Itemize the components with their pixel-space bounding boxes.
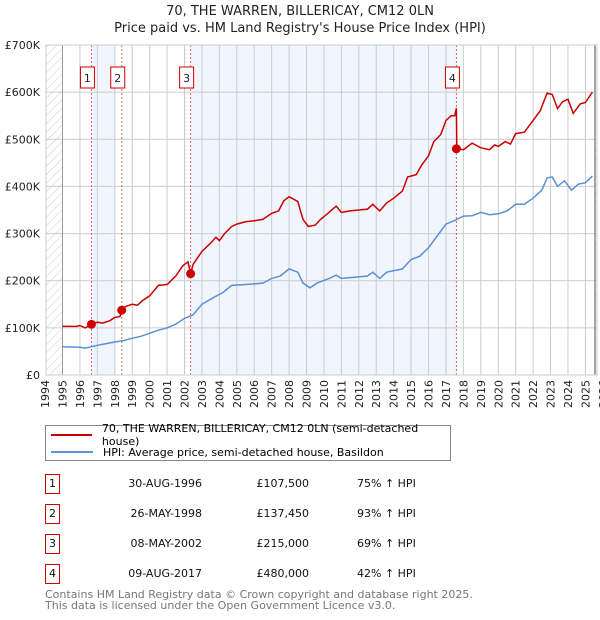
x-tick-label: 2026 — [597, 380, 600, 408]
sale-row: 3 08-MAY-2002 £215,000 69% ↑ HPI — [45, 534, 465, 554]
legend-swatch-hpi — [51, 451, 93, 453]
legend: 70, THE WARREN, BILLERICAY, CM12 0LN (se… — [45, 422, 451, 461]
sale-label-number: 2 — [114, 72, 121, 85]
sale-date: 08-MAY-2002 — [130, 537, 202, 550]
x-tick-label: 1999 — [126, 380, 139, 408]
sale-price: £107,500 — [256, 477, 310, 490]
footer-line-2: This data is licensed under the Open Gov… — [45, 599, 396, 612]
sale-date: 26-MAY-1998 — [130, 507, 202, 520]
x-tick-label: 2016 — [423, 380, 436, 408]
legend-item-property: 70, THE WARREN, BILLERICAY, CM12 0LN (se… — [46, 422, 450, 448]
sale-number: 1 — [45, 474, 60, 494]
x-tick-label: 2011 — [335, 380, 348, 408]
sale-label-number: 3 — [183, 72, 190, 85]
legend-item-hpi: HPI: Average price, semi-detached house,… — [46, 444, 384, 460]
sale-point — [451, 144, 461, 154]
y-tick-label: £300K — [5, 228, 41, 241]
property-price-line — [62, 91, 594, 329]
chart-title: 70, THE WARREN, BILLERICAY, CM12 0LN — [166, 4, 434, 19]
x-tick-label: 2018 — [457, 380, 470, 408]
sale-row: 1 30-AUG-1996 £107,500 75% ↑ HPI — [45, 474, 465, 494]
y-tick-label: £400K — [5, 180, 41, 193]
no-data-hatch-right — [594, 45, 597, 375]
sale-label-box — [110, 66, 126, 89]
price-chart: 1994 1995 1996 1997 1998 1999 2000 2001 2002 2003… — [5, 39, 600, 408]
plot-border — [45, 44, 598, 376]
series-group — [62, 91, 594, 349]
x-tick-label: 2006 — [248, 380, 261, 408]
legend-label-property: 70, THE WARREN, BILLERICAY, CM12 0LN (se… — [101, 422, 419, 448]
sale-date: 30-AUG-1996 — [128, 477, 202, 490]
sale-label-box — [444, 66, 460, 89]
hpi-line — [62, 175, 593, 349]
x-tick-label: 2004 — [213, 380, 226, 408]
sale-number: 2 — [45, 504, 60, 524]
sale-date: 09-AUG-2017 — [128, 567, 202, 580]
x-tick-label: 2013 — [370, 380, 383, 408]
x-tick-label: 2015 — [405, 380, 418, 408]
y-tick-label: £600K — [5, 86, 41, 99]
x-tick-label: 2003 — [196, 380, 209, 408]
footer-line-1: Contains HM Land Registry data © Crown c… — [45, 588, 473, 601]
no-data-hatch-left — [46, 45, 63, 375]
y-tick-label: £500K — [5, 133, 41, 146]
legend-label-hpi: HPI: Average price, semi-detached house,… — [103, 445, 384, 459]
x-tick-label: 1997 — [91, 380, 104, 408]
sale-hpi-change: 75% ↑ HPI — [357, 477, 416, 490]
sale-row: 4 09-AUG-2017 £480,000 42% ↑ HPI — [45, 564, 465, 584]
x-tick-label: 2002 — [179, 380, 192, 408]
x-tick-label: 2014 — [388, 380, 401, 408]
x-tick-label: 2024 — [562, 380, 575, 408]
legend-swatch-property — [51, 434, 92, 436]
x-tick-label: 2021 — [510, 380, 523, 408]
x-tick-label: 1994 — [39, 380, 52, 408]
sale-hpi-change: 93% ↑ HPI — [357, 507, 416, 520]
x-tick-label: 2020 — [492, 380, 505, 408]
y-tick-label: £700K — [5, 39, 41, 52]
chart-subtitle: Price paid vs. HM Land Registry's House … — [114, 21, 486, 36]
x-tick-label: 2010 — [318, 380, 331, 408]
x-tick-label: 2001 — [161, 380, 174, 408]
x-tick-label: 2017 — [440, 380, 453, 408]
sale-point — [117, 305, 127, 315]
sale-number: 3 — [45, 534, 60, 554]
y-tick-label: £0 — [26, 369, 40, 382]
y-tick-label: £200K — [5, 275, 41, 288]
x-tick-label: 2005 — [231, 380, 244, 408]
y-tick-label: £100K — [5, 322, 41, 335]
footer: Contains HM Land Registry data © Crown c… — [45, 589, 473, 611]
x-tick-label: 1995 — [57, 380, 70, 408]
x-tick-label: 2023 — [545, 380, 558, 408]
sale-price: £137,450 — [256, 507, 310, 520]
sale-point — [186, 269, 196, 279]
x-tick-label: 1998 — [109, 380, 122, 408]
x-tick-label: 2009 — [301, 380, 314, 408]
sale-label-box — [79, 66, 95, 89]
x-tick-label: 2025 — [579, 380, 592, 408]
sale-label-number: 1 — [84, 72, 91, 85]
sale-label-box — [179, 66, 195, 89]
sale-point — [86, 319, 96, 329]
x-tick-label: 2019 — [475, 380, 488, 408]
x-tick-label: 2007 — [266, 380, 279, 408]
sale-price: £215,000 — [256, 537, 310, 550]
sale-hpi-change: 69% ↑ HPI — [357, 537, 416, 550]
x-tick-label: 2008 — [283, 380, 296, 408]
sale-number: 4 — [45, 564, 60, 584]
sale-label-number: 4 — [449, 72, 456, 85]
sale-hpi-change: 42% ↑ HPI — [357, 567, 416, 580]
x-tick-label: 2022 — [527, 380, 540, 408]
sale-price: £480,000 — [256, 567, 310, 580]
sale-row: 2 26-MAY-1998 £137,450 93% ↑ HPI — [45, 504, 465, 524]
x-tick-label: 2012 — [353, 380, 366, 408]
x-tick-label: 1996 — [74, 380, 87, 408]
x-tick-label: 2000 — [144, 380, 157, 408]
